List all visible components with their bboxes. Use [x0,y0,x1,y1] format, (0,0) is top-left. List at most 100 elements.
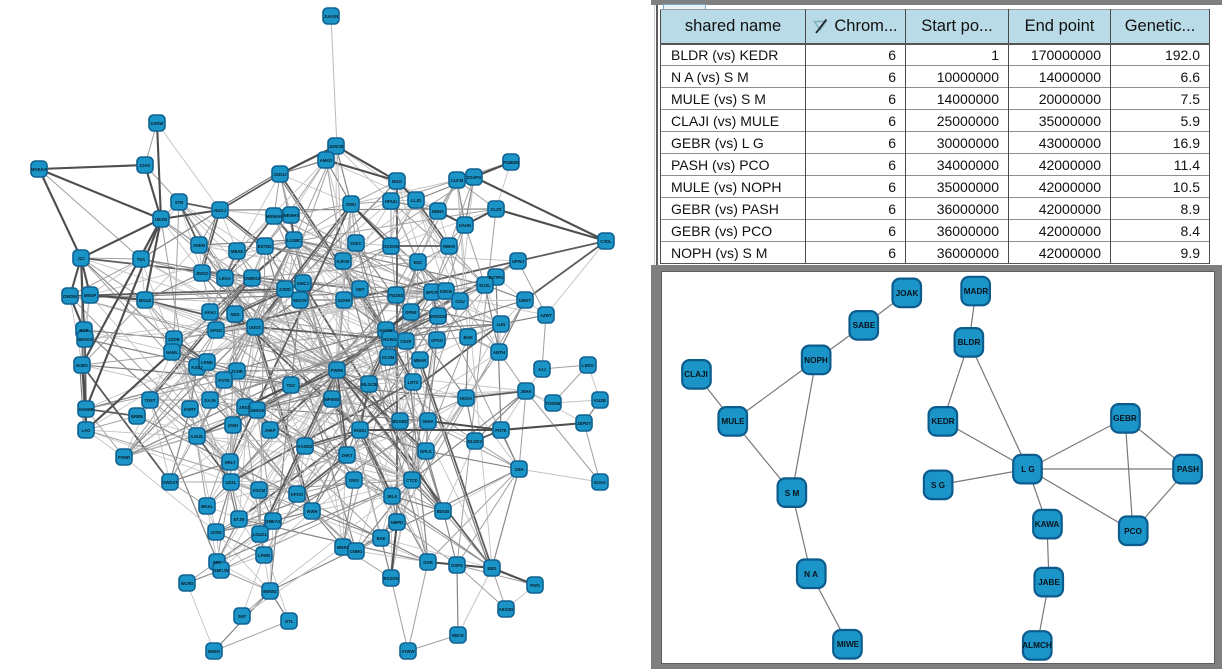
svg-text:MIWE: MIWE [837,640,860,649]
svg-text:OOR: OOR [423,560,433,565]
svg-text:UMKT: UMKT [519,298,532,303]
svg-text:AJJ: AJJ [538,367,546,372]
svg-text:CEZP: CEZP [400,339,411,344]
svg-text:OGNON: OGNON [383,244,399,249]
svg-text:RBKR: RBKR [443,244,455,249]
svg-text:OBT: OBT [356,287,365,292]
svg-text:EDC: EDC [414,260,423,265]
svg-text:HGWG: HGWG [383,337,397,342]
svg-text:MNWAN: MNWAN [266,214,282,219]
svg-text:N A: N A [804,570,818,579]
svg-text:LEDO: LEDO [582,363,594,368]
svg-text:RBCK: RBCK [452,633,464,638]
svg-text:MOKGA: MOKGA [31,167,47,172]
svg-text:HGOA: HGOA [460,396,473,401]
svg-text:KOSW: KOSW [379,328,392,333]
svg-text:LGSBC: LGSBC [287,238,302,243]
svg-text:WJSL: WJSL [479,283,491,288]
svg-text:LAO: LAO [82,428,92,433]
svg-text:NAML: NAML [166,350,179,355]
svg-text:LGUGL: LGUGL [253,532,268,537]
svg-text:NGGJ: NGGJ [214,208,227,213]
svg-text:MNRZ: MNRZ [337,545,350,550]
svg-text:TOET: TOET [144,398,156,403]
svg-text:EDTNC: EDTNC [258,244,272,249]
svg-text:UZZL: UZZL [226,480,237,485]
svg-text:COU: COU [455,299,464,304]
svg-text:AJKZL: AJKZL [190,434,204,439]
svg-text:CSDL: CSDL [600,239,612,244]
svg-text:ZSAPG: ZSAPG [467,175,481,180]
svg-text:KJKW: KJKW [337,259,349,264]
svg-text:HPUU: HPUU [385,199,397,204]
svg-text:DWS: DWS [349,478,359,483]
svg-text:CTCD: CTCD [406,478,418,483]
svg-text:RODU: RODU [354,428,366,433]
svg-text:TGC: TGC [287,383,296,388]
svg-text:OWU: OWU [346,202,356,207]
svg-text:CLZS: CLZS [491,207,502,212]
svg-text:OWBGZ: OWBGZ [244,276,260,281]
svg-text:OSPG: OSPG [451,563,463,568]
svg-text:JRLK: JRLK [387,494,398,499]
svg-text:JOAK: JOAK [896,289,919,298]
svg-text:MGUZ: MGUZ [139,298,152,303]
svg-text:SEK: SEK [213,560,222,565]
svg-text:SEHA: SEHA [422,419,434,424]
svg-text:JWGO: JWGO [196,271,210,276]
svg-text:JZJ: JZJ [77,256,85,261]
svg-text:MJBS: MJBS [76,363,88,368]
svg-text:OMEAS: OMEAS [265,519,281,524]
svg-text:BLDR: BLDR [958,338,981,347]
svg-text:MGCM: MGCM [293,298,307,303]
svg-text:L G: L G [1021,465,1035,474]
svg-text:NMPD: NMPD [391,520,403,525]
svg-text:JABE: JABE [1038,578,1060,587]
svg-text:PONR: PONR [118,455,130,460]
svg-text:LPMN: LPMN [258,553,270,558]
svg-text:LRTZ: LRTZ [408,380,419,385]
svg-text:WLRD: WLRD [181,581,194,586]
svg-text:BRBN: BRBN [131,414,143,419]
svg-text:NOPH: NOPH [804,356,828,365]
svg-text:PWS: PWS [530,583,540,588]
svg-text:AMKD: AMKD [320,158,333,163]
svg-text:BWWZ: BWWZ [263,589,277,594]
svg-text:JEHA: JEHA [520,389,531,394]
svg-text:UODS: UODS [249,325,261,330]
svg-text:JUSN: JUSN [210,530,221,535]
svg-text:EMCJ: EMCJ [297,281,309,286]
svg-text:KPOO: KPOO [291,492,304,497]
svg-text:SBGKO: SBGKO [77,337,93,342]
svg-text:ZZOB: ZZOB [168,337,179,342]
svg-text:OPSO: OPSO [431,338,444,343]
svg-text:GGHH: GGHH [338,298,351,303]
svg-text:S G: S G [931,481,945,490]
svg-text:LRMK: LRMK [201,360,213,365]
svg-text:PWRE: PWRE [331,368,344,373]
svg-text:MEGP: MEGP [84,293,97,298]
svg-text:WEWHS: WEWHS [283,213,300,218]
svg-text:KUZB: KUZB [594,398,606,403]
svg-text:AGHHB: AGHHB [78,407,93,412]
svg-text:BDABD: BDABD [392,419,407,424]
svg-text:BUH: BUH [463,335,472,340]
svg-text:ALMCH: ALMCH [1022,641,1052,650]
svg-text:ZCHR: ZCHR [231,369,243,374]
svg-text:SABE: SABE [853,321,876,330]
svg-text:STN: STN [175,200,183,205]
svg-text:BPCP: BPCP [426,290,438,295]
svg-text:ZRGS: ZRGS [239,405,251,410]
svg-text:EZKM: EZKM [440,289,452,294]
svg-text:GMCJN: GMCJN [213,568,228,573]
svg-text:OWDAT: OWDAT [162,480,178,485]
svg-text:MPEMS: MPEMS [324,397,340,402]
svg-text:PDTK: PDTK [495,428,506,433]
svg-text:SHT: SHT [238,614,247,619]
svg-text:AKHJ: AKHJ [204,310,216,315]
svg-text:BDGB: BDGB [437,509,449,514]
svg-text:PASH: PASH [1177,465,1199,474]
svg-text:GWH: GWH [228,423,238,428]
svg-text:GCSM: GCSM [382,355,395,360]
svg-text:HRLT: HRLT [225,460,236,465]
